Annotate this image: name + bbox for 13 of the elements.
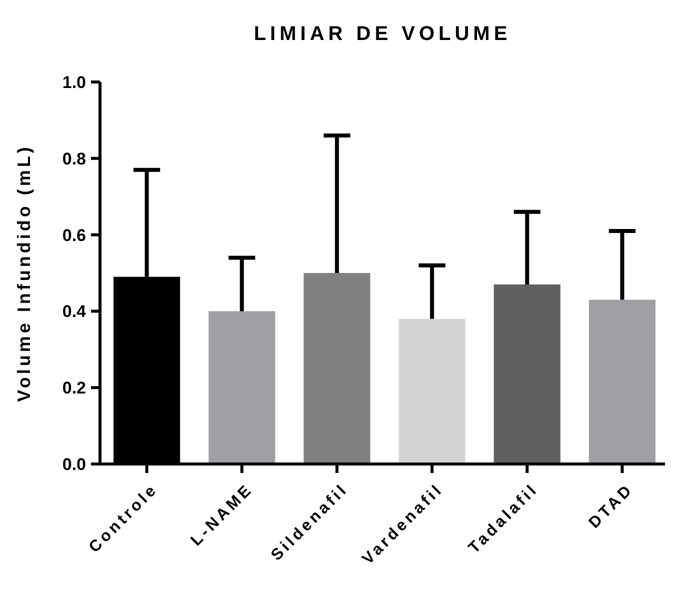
y-axis-title: Volume Infundido (mL) — [14, 144, 34, 402]
y-tick-label: 1.0 — [62, 72, 86, 92]
bar — [398, 318, 466, 464]
bar — [208, 311, 276, 464]
y-tick-label: 0.6 — [62, 226, 86, 245]
y-tick-label: 0.8 — [62, 149, 86, 168]
y-tick-label: 0.2 — [62, 378, 86, 398]
bar — [588, 300, 656, 464]
chart-title: LIMIAR DE VOLUME — [254, 23, 512, 45]
bar — [304, 273, 370, 464]
bar — [494, 284, 560, 464]
y-tick-label: 0.4 — [62, 302, 87, 322]
y-tick-label: 0.0 — [62, 454, 86, 474]
